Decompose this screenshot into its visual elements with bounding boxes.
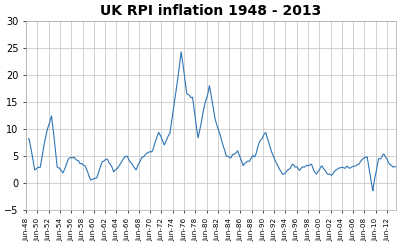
Title: UK RPI inflation 1948 - 2013: UK RPI inflation 1948 - 2013 bbox=[100, 4, 322, 18]
